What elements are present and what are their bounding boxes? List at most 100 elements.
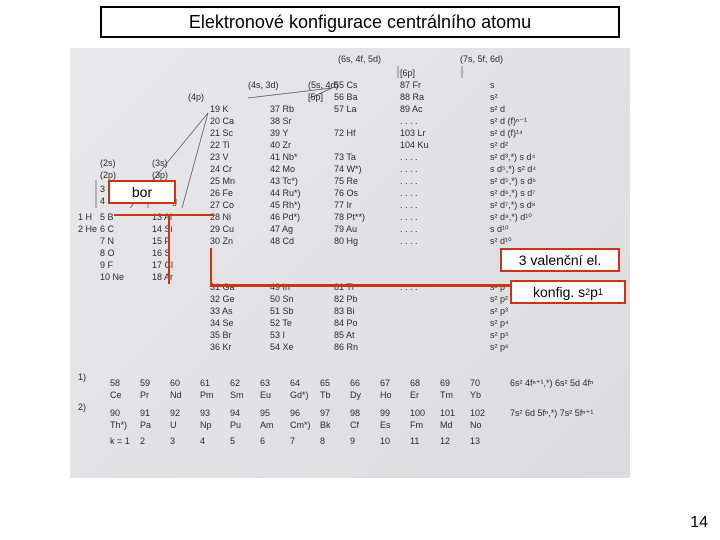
chart-label: Yb	[470, 390, 481, 400]
chart-label: s² d⁵,*) s d⁶	[490, 176, 536, 186]
chart-label: 97	[320, 408, 330, 418]
chart-label: Nd	[170, 390, 182, 400]
chart-label: 96	[290, 408, 300, 418]
chart-label: 35 Br	[210, 330, 232, 340]
chart-label: 2 He	[78, 224, 97, 234]
chart-label: 39 Y	[270, 128, 288, 138]
chart-label: 70	[470, 378, 480, 388]
chart-label: 53 I	[270, 330, 285, 340]
chart-label: 48 Cd	[270, 236, 294, 246]
chart-label: 87 Fr	[400, 80, 421, 90]
chart-label: (4s, 3d)	[248, 80, 279, 90]
chart-label: [6p]	[400, 68, 415, 78]
chart-label: Md	[440, 420, 453, 430]
callout-valence: 3 valenční el.	[500, 248, 620, 272]
chart-label: 93	[200, 408, 210, 418]
chart-label: 13	[470, 436, 480, 446]
callout-bor: bor	[108, 180, 176, 204]
chart-label: Gd*)	[290, 390, 309, 400]
chart-label: Tm	[440, 390, 453, 400]
chart-label: 102	[470, 408, 485, 418]
chart-label: (4p)	[188, 92, 204, 102]
title-box: Elektronové konfigurace centrálního atom…	[100, 6, 620, 38]
chart-label: 34 Se	[210, 318, 234, 328]
chart-label: 47 Ag	[270, 224, 293, 234]
chart-label: 74 W*)	[334, 164, 362, 174]
chart-label: 30 Zn	[210, 236, 233, 246]
chart-label: 83 Bi	[334, 306, 355, 316]
chart-label: 92	[170, 408, 180, 418]
chart-label: U	[170, 420, 177, 430]
chart-label: Cf	[350, 420, 359, 430]
chart-label: s² d⁸,*) d¹⁰	[490, 212, 532, 223]
chart-label: 26 Fe	[210, 188, 233, 198]
callout-bor-text: bor	[132, 184, 152, 200]
chart-label: Th*)	[110, 420, 127, 430]
chart-label: 12	[440, 436, 450, 446]
chart-label: 99	[380, 408, 390, 418]
chart-label: 8 O	[100, 248, 115, 258]
chart-label: 2	[140, 436, 145, 446]
chart-label: 50 Sn	[270, 294, 294, 304]
chart-label: 51 Sb	[270, 306, 294, 316]
chart-label: 1)	[78, 372, 86, 382]
chart-label: 79 Au	[334, 224, 357, 234]
chart-label: (6s, 4f, 5d)	[338, 54, 381, 64]
chart-label: 64	[290, 378, 300, 388]
chart-label: 7 N	[100, 236, 114, 246]
chart-label: 78 Pt**)	[334, 212, 365, 222]
chart-label: 90	[110, 408, 120, 418]
chart-label: 58	[110, 378, 120, 388]
chart-label: 22 Ti	[210, 140, 230, 150]
chart-label: 57 La	[334, 104, 357, 114]
chart-label: . . . .	[400, 236, 418, 246]
chart-label: Pu	[230, 420, 241, 430]
chart-label: . . . .	[400, 224, 418, 234]
chart-label: (3s)	[152, 158, 168, 168]
chart-label: 29 Cu	[210, 224, 234, 234]
chart-label: 19 K	[210, 104, 229, 114]
chart-label: 55 Cs	[334, 80, 358, 90]
chart-label: 89 Ac	[400, 104, 423, 114]
chart-label: 63	[260, 378, 270, 388]
chart-label: 77 Ir	[334, 200, 352, 210]
chart-label: Es	[380, 420, 391, 430]
konfig-prefix: konfig. s	[533, 284, 585, 300]
chart-label: 56 Ba	[334, 92, 358, 102]
chart-label: s² d⁷,*) s d⁸	[490, 200, 536, 210]
chart-label: 40 Zr	[270, 140, 291, 150]
chart-label: . . . .	[400, 152, 418, 162]
chart-label: 6	[260, 436, 265, 446]
chart-label: 33 As	[210, 306, 233, 316]
chart-label: 84 Po	[334, 318, 358, 328]
chart-label: (2s)	[100, 158, 116, 168]
chart-label: s² p⁵	[490, 330, 509, 340]
chart-label: 5 B	[100, 212, 114, 222]
konfig-mid: p	[590, 284, 598, 300]
chart-label: 46 Pd*)	[270, 212, 300, 222]
konfig-sup2: 1	[598, 287, 603, 297]
chart-label: 103 Lr	[400, 128, 426, 138]
chart-label: s² p⁶	[490, 342, 509, 352]
chart-label: s d⁵,*) s² d⁴	[490, 164, 536, 174]
chart-label: 8	[320, 436, 325, 446]
chart-label: Eu	[260, 390, 271, 400]
chart-label: 85 At	[334, 330, 355, 340]
chart-label: 65	[320, 378, 330, 388]
chart-label: 52 Te	[270, 318, 292, 328]
chart-label: 76 Os	[334, 188, 358, 198]
chart-label: 3	[170, 436, 175, 446]
chart-label: 69	[440, 378, 450, 388]
chart-label: . . . .	[400, 116, 418, 126]
chart-label: s² d¹⁰	[490, 236, 512, 247]
chart-label: 88 Ra	[400, 92, 424, 102]
chart-label: Ce	[110, 390, 122, 400]
chart-label: 27 Co	[210, 200, 234, 210]
chart-label: 75 Re	[334, 176, 358, 186]
chart-label: 11	[410, 436, 419, 446]
chart-label: 98	[350, 408, 360, 418]
chart-label: Pr	[140, 390, 149, 400]
chart-label: Fm	[410, 420, 423, 430]
chart-label: Tb	[320, 390, 331, 400]
chart-label: s	[490, 80, 495, 90]
